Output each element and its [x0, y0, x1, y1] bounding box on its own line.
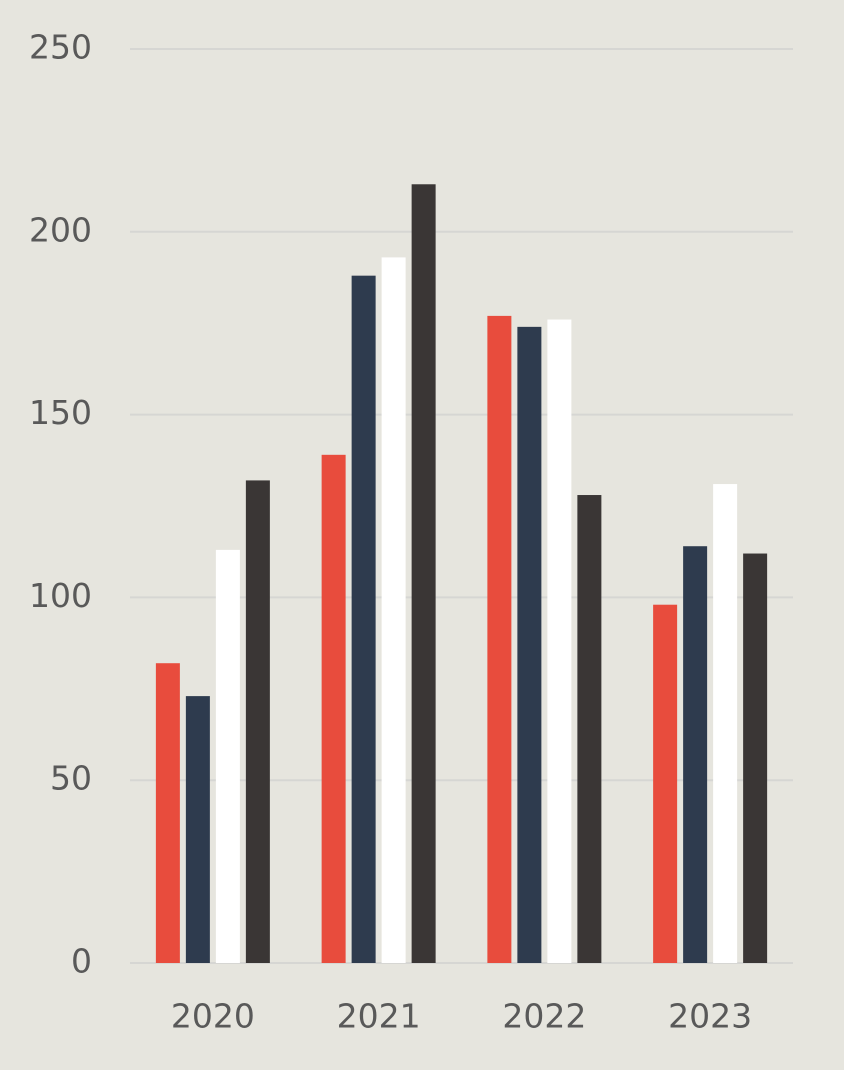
x-tick-label: 2023 [668, 997, 752, 1036]
bar [411, 184, 436, 964]
bar [713, 484, 738, 963]
x-tick-label: 2020 [171, 997, 255, 1036]
bar [351, 275, 376, 963]
bar [381, 257, 406, 964]
bar [321, 454, 346, 963]
bar [155, 663, 180, 963]
y-tick-label: 200 [29, 210, 92, 249]
y-tick-label: 250 [29, 28, 92, 67]
x-tick-label: 2022 [502, 997, 586, 1036]
y-tick-label: 0 [71, 942, 92, 981]
y-tick-label: 100 [29, 576, 92, 615]
bar [743, 553, 768, 963]
bar [577, 495, 602, 963]
bar [683, 546, 708, 963]
bar [245, 480, 270, 963]
bar [653, 604, 678, 963]
bar [547, 319, 572, 963]
bar [215, 549, 240, 963]
bar [487, 315, 512, 963]
x-tick-label: 2021 [337, 997, 421, 1036]
y-tick-label: 150 [29, 393, 92, 432]
y-tick-label: 50 [50, 759, 92, 798]
bar [185, 696, 210, 963]
bar [517, 326, 542, 964]
